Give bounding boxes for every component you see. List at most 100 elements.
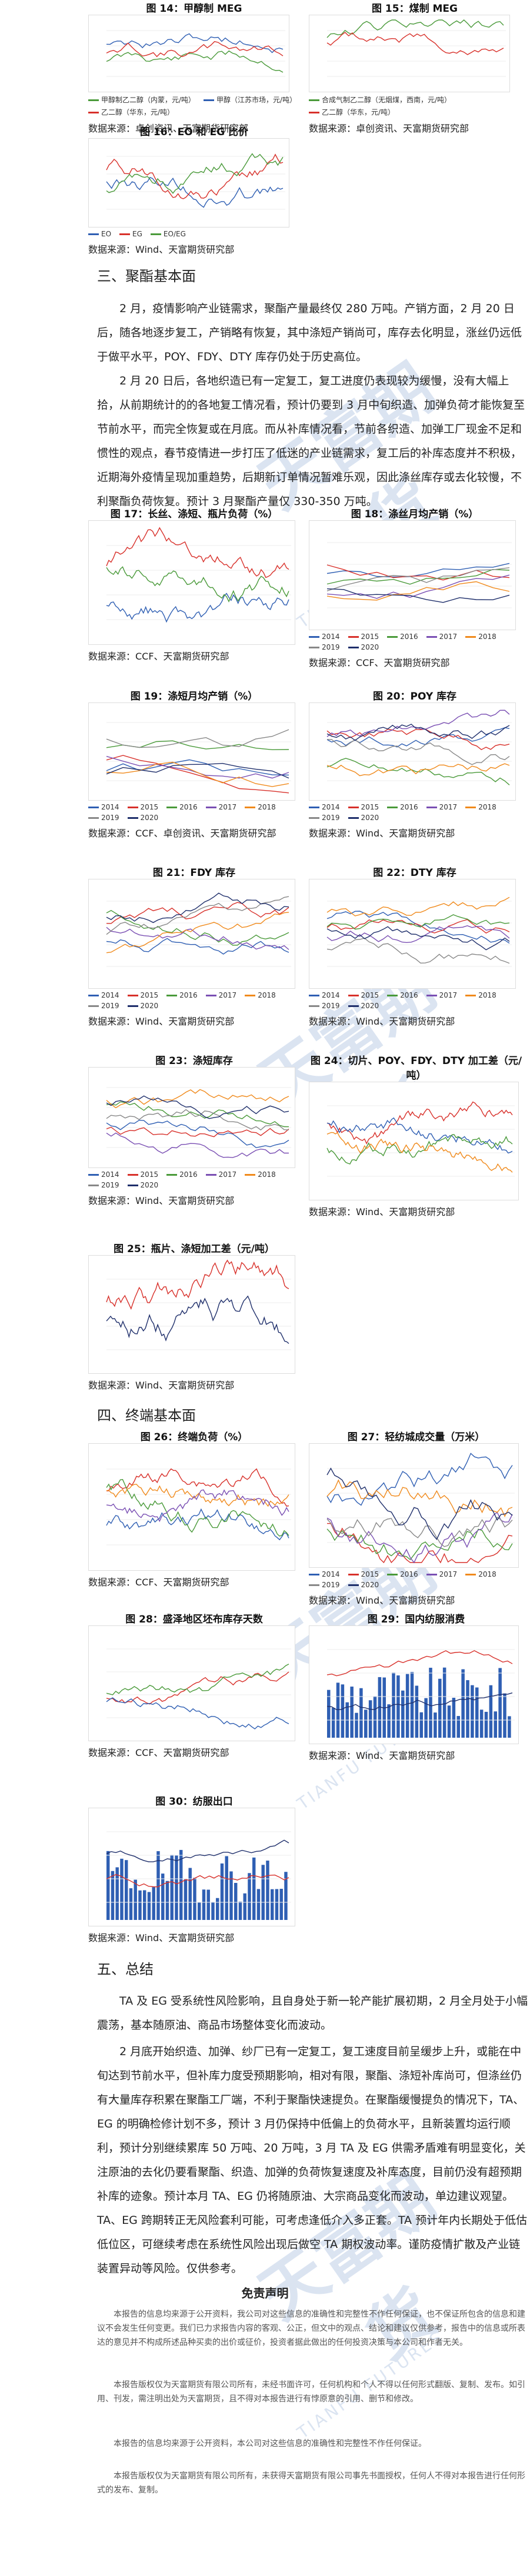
chart-legend: 2014 2015 2016 2017 2018 2019 2020 bbox=[309, 633, 521, 651]
chart-sales-psf bbox=[88, 702, 295, 801]
legend-item: 2015 bbox=[348, 1570, 379, 1578]
legend-item: 2017 bbox=[426, 1570, 458, 1578]
chart-legend: 2014 2015 2016 2017 2018 2019 2020 bbox=[88, 1170, 300, 1189]
series-line bbox=[326, 1479, 513, 1518]
bar bbox=[494, 1711, 498, 1738]
bar bbox=[368, 1700, 372, 1738]
chart-legend: EO EG EO/EG bbox=[88, 230, 300, 238]
bar bbox=[471, 1685, 474, 1738]
bar bbox=[275, 1889, 279, 1920]
series-line bbox=[326, 896, 510, 916]
bar bbox=[410, 1672, 414, 1738]
figure-source: 数据来源：Wind、天富期货研究部 bbox=[309, 1750, 455, 1761]
series-line bbox=[106, 33, 284, 53]
bar bbox=[161, 1874, 165, 1920]
chart-svg bbox=[106, 1087, 291, 1158]
figure-source: 数据来源：Wind、天富期货研究部 bbox=[88, 1195, 235, 1206]
series-line bbox=[326, 925, 510, 944]
series-line bbox=[106, 1839, 289, 1862]
bar bbox=[378, 1677, 382, 1738]
series-line bbox=[106, 1109, 289, 1130]
legend-item: 2019 bbox=[309, 1581, 340, 1589]
legend-item: 2014 bbox=[88, 991, 119, 999]
chart-mb-meg bbox=[88, 15, 289, 92]
figure-23: 图 23：涤短库存 2014 2015 2016 2017 2018 2019 2020 数… bbox=[88, 1052, 300, 1207]
legend-item: 2016 bbox=[166, 991, 198, 999]
series-line bbox=[106, 729, 289, 748]
chart-dty-inv bbox=[309, 879, 516, 989]
series-line bbox=[106, 153, 284, 194]
figure-25: 图 25：瓶片、涤短加工差（元/吨） 数据来源：Wind、天富期货研究部 bbox=[88, 1240, 300, 1391]
bar bbox=[170, 1855, 174, 1920]
series-line bbox=[106, 1489, 289, 1523]
bar bbox=[466, 1680, 469, 1738]
section-heading: 四、终端基本面 bbox=[97, 1407, 196, 1424]
series-line bbox=[326, 763, 510, 777]
figure-source: 数据来源：Wind、天富期货研究部 bbox=[309, 1595, 455, 1606]
chart-svg bbox=[326, 1101, 515, 1177]
legend-item: 2020 bbox=[348, 1581, 379, 1589]
legend-item: 2020 bbox=[348, 643, 379, 651]
series-line bbox=[106, 153, 284, 199]
series-line bbox=[326, 1511, 513, 1564]
figure-caption: 图 14：甲醇制 MEG bbox=[146, 3, 242, 15]
figure-caption: 图 18：涤丝月均产销（%） bbox=[351, 508, 479, 520]
bar bbox=[442, 1667, 446, 1738]
figure-29: 图 29：国内纺服消费 数据来源：Wind、天富期货研究部 bbox=[309, 1611, 524, 1762]
figure-source: 数据来源：Wind、天富期货研究部 bbox=[309, 1016, 455, 1027]
bar bbox=[456, 1716, 461, 1738]
chart-svg bbox=[106, 1831, 291, 1920]
series-line bbox=[326, 568, 510, 585]
chart-svg bbox=[326, 542, 512, 608]
bar bbox=[248, 1873, 251, 1920]
chart-export bbox=[88, 1808, 295, 1926]
figure-28: 图 28：盛泽地区坯布库存天数 数据来源：CCF、天富期货研究部 bbox=[88, 1611, 300, 1759]
series-line bbox=[106, 1484, 289, 1507]
series-line bbox=[326, 564, 510, 581]
series-line bbox=[326, 739, 510, 765]
series-line bbox=[326, 1117, 513, 1154]
legend-item: 2018 bbox=[245, 991, 276, 999]
legend-item: 2016 bbox=[387, 991, 418, 999]
bar bbox=[479, 1709, 484, 1738]
bar bbox=[396, 1675, 400, 1738]
disclaimer-title: 免责声明 bbox=[241, 2286, 289, 2300]
bar bbox=[438, 1678, 442, 1738]
bar bbox=[143, 1890, 146, 1920]
legend-item: 2015 bbox=[128, 991, 159, 999]
figure-22: 图 22：DTY 库存 2014 2015 2016 2017 2018 2019 2020… bbox=[309, 864, 521, 1028]
bar bbox=[415, 1685, 419, 1738]
chart-svg bbox=[106, 1259, 291, 1350]
figure-24: 图 24：切片、POY、FDY、DTY 加工差（元/吨） 数据来源：Wind、天… bbox=[309, 1052, 524, 1218]
series-line bbox=[106, 41, 284, 58]
bar bbox=[115, 1867, 119, 1920]
series-line bbox=[106, 1697, 289, 1729]
bar bbox=[220, 1863, 224, 1920]
series-line bbox=[326, 919, 510, 934]
chart-svg bbox=[326, 19, 506, 77]
chart-svg bbox=[106, 30, 285, 77]
legend-item: 2017 bbox=[426, 633, 458, 641]
chart-legend: 合成气制乙二醇（无烟煤，西南，元/吨） 乙二醇（华东，元/吨） bbox=[309, 95, 521, 117]
figure-source: 数据来源：Wind、天富期货研究部 bbox=[88, 1016, 235, 1027]
legend-item: 2017 bbox=[426, 991, 458, 999]
legend-item: 2018 bbox=[245, 803, 276, 811]
legend-item: 2017 bbox=[426, 803, 458, 811]
series-line bbox=[326, 710, 510, 737]
bar bbox=[152, 1887, 155, 1920]
bar bbox=[341, 1684, 345, 1738]
figure-16: 图 16：EO 和 EG 比价 EO EG EO/EG 数据来源：Wind、天富… bbox=[88, 123, 300, 256]
bar bbox=[252, 1857, 256, 1920]
legend-item: 2019 bbox=[309, 643, 340, 651]
chart-legend: 2014 2015 2016 2017 2018 2019 2020 bbox=[309, 803, 521, 822]
legend-item: 2014 bbox=[309, 633, 340, 641]
legend-item: 2018 bbox=[465, 991, 496, 999]
figure-caption: 图 19：涤短月均产销（%） bbox=[130, 691, 258, 702]
legend-item: EO/EG bbox=[151, 230, 186, 238]
series-line bbox=[326, 911, 510, 944]
legend-item: 2019 bbox=[88, 1181, 119, 1189]
chart-legend: 2014 2015 2016 2017 2018 2019 2020 bbox=[88, 803, 300, 822]
legend-item: 2016 bbox=[387, 1570, 418, 1578]
legend-item: 2018 bbox=[465, 633, 496, 641]
